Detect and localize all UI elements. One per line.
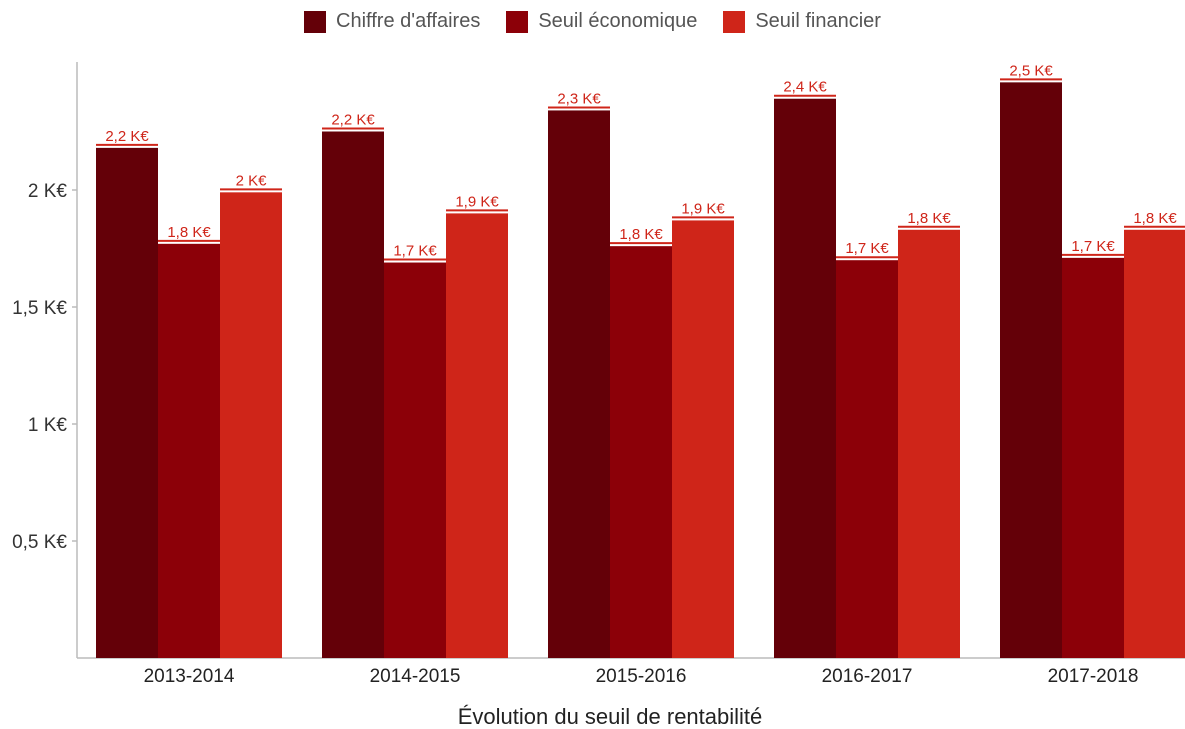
legend: Chiffre d'affaires Seuil économique Seui…	[0, 10, 1185, 33]
data-label: 1,9 K€	[455, 193, 499, 210]
x-axis-title: Évolution du seuil de rentabilité	[458, 704, 763, 729]
x-tick-label: 2015-2016	[596, 666, 687, 687]
legend-swatch-chiffre-affaires	[304, 10, 327, 33]
bar[interactable]	[898, 229, 960, 658]
bar[interactable]	[158, 243, 220, 658]
bar[interactable]	[1124, 229, 1185, 658]
data-label: 2,2 K€	[331, 112, 375, 129]
legend-item-seuil-financier[interactable]: Seuil financier	[723, 10, 881, 33]
y-tick-label: 1,5 K€	[12, 298, 67, 319]
x-tick-label: 2017-2018	[1048, 666, 1139, 687]
y-tick-label: 0,5 K€	[12, 532, 67, 553]
data-label: 2,2 K€	[105, 128, 149, 145]
x-tick-label: 2014-2015	[370, 666, 461, 687]
data-label: 1,8 K€	[167, 224, 211, 241]
legend-item-seuil-economique[interactable]: Seuil économique	[506, 10, 697, 33]
bar[interactable]	[774, 98, 836, 659]
y-tick-label: 2 K€	[28, 181, 68, 202]
bars	[96, 82, 1185, 659]
data-label: 1,7 K€	[1071, 238, 1115, 255]
legend-swatch-seuil-economique	[506, 10, 529, 33]
bar[interactable]	[220, 192, 282, 658]
data-labels: 2,2 K€ 1,8 K€ 2 K€ 2,2 K€ 1,7 K€ 1,9 K€ 2,3 K€…	[96, 62, 1185, 261]
bar[interactable]	[672, 220, 734, 659]
data-label: 1,8 K€	[907, 210, 951, 227]
data-label: 1,9 K€	[681, 200, 725, 217]
legend-swatch-seuil-financier	[723, 10, 746, 33]
bar[interactable]	[384, 262, 446, 658]
data-label: 1,7 K€	[845, 240, 889, 257]
legend-label-seuil-financier: Seuil financier	[755, 10, 881, 32]
bar[interactable]	[1000, 82, 1062, 659]
bar[interactable]	[96, 147, 158, 658]
data-label: 1,8 K€	[1133, 210, 1177, 227]
y-tick-label: 1 K€	[28, 415, 68, 436]
data-label: 1,7 K€	[393, 243, 437, 260]
bar[interactable]	[446, 213, 508, 658]
legend-label-seuil-economique: Seuil économique	[538, 10, 698, 32]
x-tick-label: 2013-2014	[144, 666, 235, 687]
bar[interactable]	[322, 131, 384, 659]
bar[interactable]	[836, 260, 898, 658]
x-tick-label: 2016-2017	[822, 666, 913, 687]
data-label: 1,8 K€	[619, 226, 663, 243]
bar[interactable]	[548, 110, 610, 658]
data-label: 2,3 K€	[557, 90, 601, 107]
bar[interactable]	[610, 246, 672, 658]
data-label: 2 K€	[236, 172, 268, 189]
legend-label-chiffre-affaires: Chiffre d'affaires	[336, 10, 481, 32]
legend-item-chiffre-affaires[interactable]: Chiffre d'affaires	[304, 10, 480, 33]
data-label: 2,4 K€	[783, 79, 827, 96]
data-label: 2,5 K€	[1009, 62, 1053, 79]
bar[interactable]	[1062, 257, 1124, 658]
